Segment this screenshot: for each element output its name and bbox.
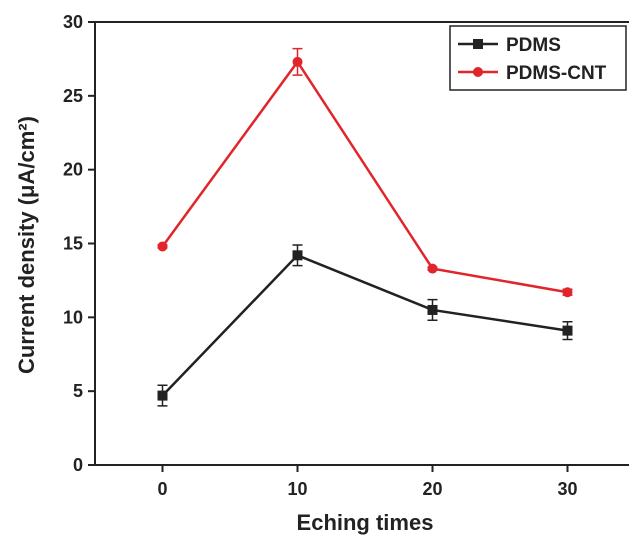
marker (157, 241, 168, 252)
marker (157, 390, 168, 401)
marker (427, 304, 438, 315)
marker (562, 325, 573, 336)
legend-label: PDMS (506, 35, 561, 56)
y-tick-label: 20 (63, 160, 83, 180)
marker (292, 250, 303, 261)
legend-marker (473, 39, 483, 49)
y-axis-label: Current density (μA/cm²) (14, 116, 39, 374)
y-tick-label: 10 (63, 307, 83, 327)
y-tick-label: 30 (63, 12, 83, 32)
series-line (161, 59, 568, 294)
x-axis-label: Eching times (297, 510, 434, 535)
y-tick-label: 15 (63, 234, 83, 254)
y-tick-label: 25 (63, 86, 83, 106)
x-tick-label: 30 (557, 479, 577, 499)
x-tick-label: 10 (287, 479, 307, 499)
series-line (161, 253, 568, 397)
marker (562, 287, 573, 298)
marker (427, 263, 438, 274)
legend-marker (473, 67, 483, 77)
x-tick-label: 20 (422, 479, 442, 499)
y-tick-label: 5 (73, 381, 83, 401)
marker (292, 56, 303, 67)
x-tick-label: 0 (157, 479, 167, 499)
y-tick-label: 0 (73, 455, 83, 475)
legend-label: PDMS-CNT (506, 63, 607, 84)
legend-box (449, 25, 627, 91)
